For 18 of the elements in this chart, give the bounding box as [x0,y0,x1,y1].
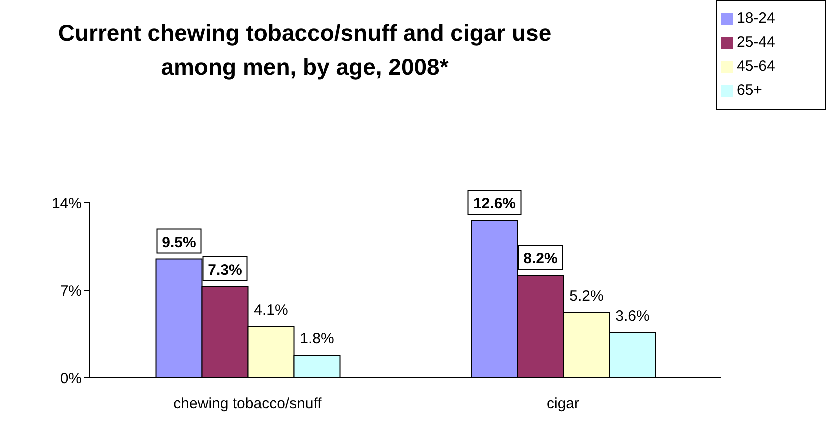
data-label: 4.1% [254,302,288,319]
y-tick-label: 7% [60,282,82,300]
data-label: 1.8% [300,330,334,348]
y-tick-label: 14% [52,195,82,212]
legend-label: 25-44 [737,34,776,51]
y-tick-label: 0% [60,370,82,388]
legend-label: 65+ [737,82,762,99]
data-label: 9.5% [162,234,196,252]
data-label: 8.2% [524,250,558,268]
data-label: 12.6% [473,196,516,212]
data-label: 5.2% [570,288,604,305]
legend-label: 18-24 [737,10,776,27]
x-tick-label: cigar [546,396,580,413]
data-label: 3.6% [616,308,650,325]
x-tick-label: chewing tobacco/snuff [174,396,323,413]
legend-label: 45-64 [737,58,776,75]
data-label: 7.3% [208,262,242,279]
chart-title: Current chewing tobacco/snuff and cigar use among men, by age, 2008* [57,19,553,82]
